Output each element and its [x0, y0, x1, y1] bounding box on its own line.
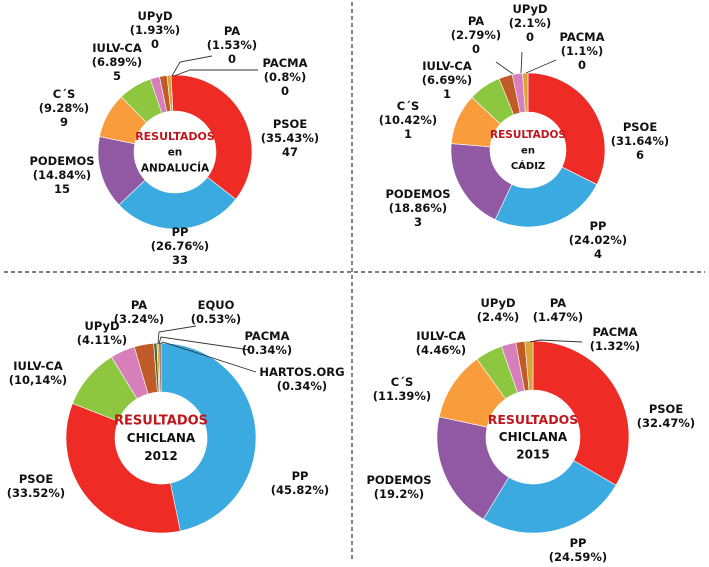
label-pa: PA (2.79%) 0 — [451, 14, 501, 56]
label-pa: PA (1.53%) 0 — [207, 24, 257, 66]
leader-line-hartos-org — [159, 341, 257, 373]
center-text-line-2: CHICLANA — [499, 430, 568, 444]
slice-pp — [118, 176, 237, 230]
label-pa: PA (1.47%) — [533, 296, 583, 324]
leader-line-pacma — [158, 336, 251, 351]
leader-line-pa — [495, 61, 514, 75]
label-iulv-ca: IULV-CA (4.46%) — [416, 329, 466, 357]
donut-chart-chiclana-2012: RESULTADOS CHICLANA 2012 PP (45.82%) PSOE (33.… — [7, 298, 345, 534]
label-hartos-org: HARTOS.ORG (0.34%) — [259, 365, 344, 393]
center-text-line-3: CÁDIZ — [511, 159, 545, 172]
donut-chart-andalucia: RESULTADOS en ANDALUCÍA PSOE (35.43%) 47 PP (26… — [29, 9, 319, 267]
label-cs: C´S (9.28%) 9 — [39, 87, 89, 129]
label-pa: PA (3.24%) — [114, 298, 164, 326]
label-upyd: UPyD (4.11%) — [77, 319, 127, 347]
label-iulv-ca: IULV-CA (6.69%) 1 — [422, 59, 472, 101]
label-cs: C´S (11.39%) — [373, 375, 431, 403]
center-text-line-2: en — [521, 146, 535, 157]
center-text-line-1: RESULTADOS — [114, 414, 208, 429]
label-upyd: UPyD (2.1%) 0 — [509, 2, 551, 44]
label-pacma: PACMA (1.1%) 0 — [559, 30, 604, 72]
label-psoe: PSOE (33.52%) — [7, 472, 65, 500]
leader-line-pacma — [529, 339, 583, 343]
leader-line-upyd — [520, 51, 523, 74]
label-pp: PP (24.59%) — [549, 536, 607, 564]
center-text-line-3: ANDALUCÍA — [141, 162, 210, 175]
leader-line-pacma — [173, 69, 258, 77]
center-text-line-3: 2012 — [144, 449, 177, 463]
donut-chart-cadiz: RESULTADOS en CÁDIZ PSOE (31.64%) 6 PP (24.02%)… — [379, 2, 669, 261]
label-cs: C´S (10.42%) 1 — [379, 99, 437, 141]
label-pp: PP (45.82%) — [271, 469, 329, 497]
center-text-line-2: en — [168, 147, 183, 159]
slice-pp — [494, 166, 598, 228]
label-pacma: PACMA (0.8%) 0 — [262, 56, 307, 98]
label-iulv-ca: IULV-CA (10,14%) — [9, 359, 67, 387]
leader-line-pacma — [525, 59, 557, 74]
slice-pacma — [522, 72, 529, 113]
label-psoe: PSOE (35.43%) 47 — [261, 117, 319, 159]
center-text-line-1: RESULTADOS — [490, 129, 566, 141]
slice-pacma — [524, 340, 534, 391]
slice-pp — [482, 460, 617, 534]
label-iulv-ca: IULV-CA (6.89%) 5 — [92, 41, 142, 83]
slice-psoe — [65, 403, 181, 534]
center-text-line-1: RESULTADOS — [135, 130, 215, 143]
label-upyd: UPyD (2.4%) — [477, 296, 519, 324]
donut-chart-chiclana-2015: RESULTADOS CHICLANA 2015 PSOE (32.47%) PP (24.… — [366, 296, 695, 564]
label-podemos: PODEMOS (14.84%) 15 — [29, 154, 94, 196]
slice-pp — [160, 342, 257, 532]
label-psoe: PSOE (31.64%) 6 — [611, 120, 669, 162]
leader-line-pa — [171, 55, 213, 77]
label-pp: PP (26.76%) 33 — [151, 225, 209, 267]
slice-pacma — [166, 74, 174, 112]
slice-psoe — [527, 72, 606, 185]
center-text-line-3: 2015 — [516, 448, 549, 462]
slice-psoe — [170, 74, 253, 200]
center-text-line-2: CHICLANA — [127, 431, 196, 445]
label-equo: EQUO (0.53%) — [191, 298, 241, 326]
label-podemos: PODEMOS (19.2%) — [366, 473, 431, 501]
label-pacma: PACMA (1.32%) — [590, 325, 640, 353]
label-psoe: PSOE (32.47%) — [637, 402, 695, 430]
label-upyd: UPyD (1.93%) 0 — [130, 9, 180, 51]
leader-line-equo — [157, 325, 197, 345]
label-podemos: PODEMOS (18.86%) 3 — [385, 187, 450, 229]
slice-psoe — [532, 340, 630, 486]
label-pp: PP (24.02%) 4 — [569, 219, 627, 261]
center-text-line-1: RESULTADOS — [488, 412, 578, 427]
label-pacma: PACMA (0.34%) — [242, 329, 292, 357]
